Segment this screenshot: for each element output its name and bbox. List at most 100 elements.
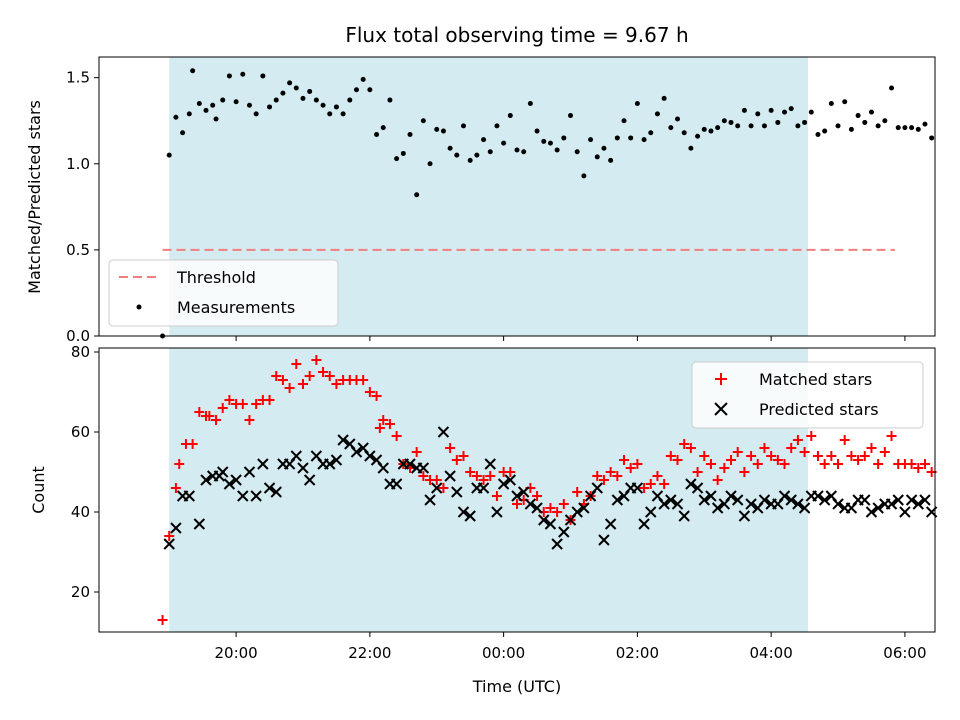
measurement-point [380,125,386,131]
matched-star-point [438,483,449,493]
predicted-star-stroke-b [678,510,690,522]
measurement-point [347,97,353,103]
predicted-star-point [538,514,550,526]
measurement-point [741,107,747,113]
predicted-star-point [424,494,436,506]
measurement-point [210,102,216,108]
matched-star-point [726,455,737,465]
matched-star-point [331,379,342,389]
matched-star-point [739,467,750,477]
matched-star-point [244,415,255,425]
matched-star-point [712,475,723,485]
predicted-star-point [785,494,797,506]
predicted-star-stroke-b [497,478,510,490]
predicted-star-stroke-b [738,510,751,522]
matched-star-point [217,403,228,413]
predicted-star-point [758,494,771,506]
matched-star-point [374,423,385,433]
matched-star-point [752,459,763,469]
panel-top-x-ticks [235,336,906,341]
predicted-star-point [497,478,510,490]
measurement-point [360,76,366,82]
measurement-point [755,111,761,117]
predicted-star-stroke-b [558,526,570,538]
predicted-star-stroke-b [193,518,206,530]
predicted-star-stroke-b [170,522,182,534]
matched-star-point [318,367,329,377]
predicted-star-stroke-b [183,490,195,502]
measurement-point [333,104,339,110]
matched-star-point [665,451,676,461]
predicted-star-point [591,482,603,494]
predicted-star-stroke-b [324,458,336,470]
predicted-star-point [484,458,496,470]
measurement-point [915,126,921,132]
predicted-star-stroke-b [200,474,212,486]
measurement-point [367,87,373,93]
matched-star-point [418,471,429,481]
measurement-point [293,85,299,91]
matched-star-point [759,443,770,453]
measurement-point [761,123,767,129]
measurement-point [594,154,600,160]
predicted-star-stroke-b [330,454,343,466]
matched-star-point [873,459,884,469]
matched-star-point [719,463,730,473]
predicted-star-point [711,502,724,514]
predicted-star-stroke-b [424,494,436,506]
measurement-point [427,161,433,167]
measurement-point [608,157,614,163]
matched-star-point [458,451,469,461]
predicted-star-point [170,522,182,534]
predicted-star-stroke-b [778,490,791,502]
matched-star-point [552,507,563,517]
matched-star-point [237,399,248,409]
measurement-point [668,125,674,131]
measurement-point [454,152,460,158]
measurement-point [394,156,400,162]
matched-star-point [792,435,803,445]
predicted-star-stroke-b [885,498,898,510]
predicted-star-stroke-b [604,518,617,530]
measurement-point [701,126,707,132]
matched-star-point [612,471,623,481]
predicted-star-stroke-b [491,506,503,518]
matched-star-point [866,443,877,453]
predicted-star-point [504,474,517,486]
predicted-star-stroke-b [711,502,724,514]
measurement-point [313,97,319,103]
predicted-star-stroke-b [477,482,490,494]
measurement-point [487,149,493,155]
measurement-point [728,119,734,125]
measurement-point [681,130,687,136]
predicted-star-stroke-b [257,458,269,470]
legend-matched-swatch [715,373,727,385]
predicted-star-stroke-b [859,494,871,506]
predicted-star-stroke-b [698,494,710,506]
legend-predicted-label: Predicted stars [759,400,879,419]
predicted-star-stroke-b [812,490,824,502]
matched-star-point [485,471,496,481]
panel-top-y-axis: 0.0 0.5 1.0 1.5 [66,69,99,345]
matched-star-point [532,491,543,501]
matched-star-point [705,459,716,469]
y-tick-label: 1.5 [66,69,90,87]
predicted-star-point [885,498,898,510]
predicted-star-point [270,486,282,498]
predicted-star-stroke-b [457,506,470,518]
matched-star-point [598,475,609,485]
matched-star-point [271,371,282,381]
predicted-star-stroke-b [263,482,276,494]
measurement-point [581,173,587,179]
panel-bottom-marks [157,355,938,625]
predicted-star-stroke-b [865,506,878,518]
panel-top-marks [160,68,935,339]
predicted-star-point [745,498,757,510]
matched-star-point [659,479,670,489]
predicted-star-point [517,486,530,498]
predicted-star-stroke-b [484,458,496,470]
predicted-star-stroke-b [511,490,523,502]
predicted-star-stroke-b [431,482,443,494]
panel-bottom-y-axis: 20 40 60 80 [71,343,99,601]
